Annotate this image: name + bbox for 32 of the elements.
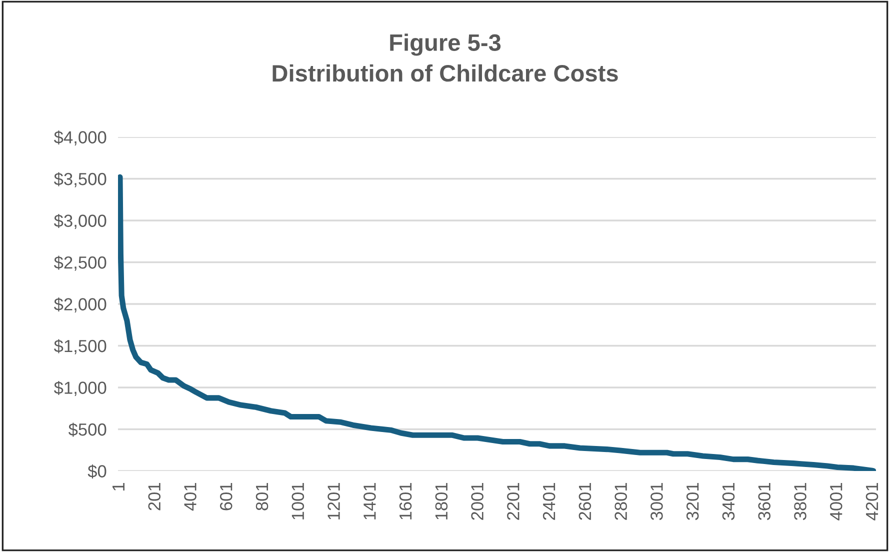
x-tick-label: 2601 bbox=[578, 482, 592, 520]
x-tick-label: 1 bbox=[112, 482, 124, 490]
y-tick-label: $2,000 bbox=[54, 297, 106, 313]
x-tick-label: 1401 bbox=[364, 482, 376, 520]
x-tick-label: 1001 bbox=[292, 482, 304, 520]
x-tick-label: 4201 bbox=[866, 482, 878, 520]
x-tick-label: 801 bbox=[256, 482, 268, 510]
x-tick-label: 3601 bbox=[758, 482, 771, 520]
x-tick-label: 4001 bbox=[830, 482, 842, 520]
y-tick-label: $0 bbox=[88, 464, 106, 478]
chart-title: Figure 5-3 Distribution of Childcare Costs bbox=[272, 34, 618, 82]
x-tick-label: 3801 bbox=[794, 482, 806, 520]
x-tick-label: 2801 bbox=[614, 482, 627, 520]
x-tick-label: 2001 bbox=[471, 482, 484, 520]
y-tick-label: $1,000 bbox=[54, 380, 106, 396]
x-tick-label: 401 bbox=[184, 482, 196, 511]
y-tick-label: $2,500 bbox=[54, 256, 106, 271]
x-tick-label: 3001 bbox=[650, 482, 663, 520]
x-tick-label: 2201 bbox=[507, 482, 520, 520]
x-tick-label: 601 bbox=[220, 482, 232, 510]
x-tick-label: 2401 bbox=[542, 482, 556, 520]
x-tick-label: 3201 bbox=[686, 482, 699, 520]
y-tick-label: $500 bbox=[68, 422, 106, 437]
x-tick-label: 1201 bbox=[328, 482, 340, 520]
x-tick-label: 1601 bbox=[399, 482, 412, 520]
x-tick-label: 3401 bbox=[722, 482, 735, 520]
x-tick-label: 1801 bbox=[435, 482, 448, 520]
y-tick-label: $4,000 bbox=[54, 130, 106, 146]
x-tick-label: 201 bbox=[148, 482, 161, 510]
y-tick-label: $3,000 bbox=[54, 214, 106, 230]
y-tick-label: $1,500 bbox=[54, 339, 106, 354]
y-tick-label: $3,500 bbox=[54, 172, 106, 188]
